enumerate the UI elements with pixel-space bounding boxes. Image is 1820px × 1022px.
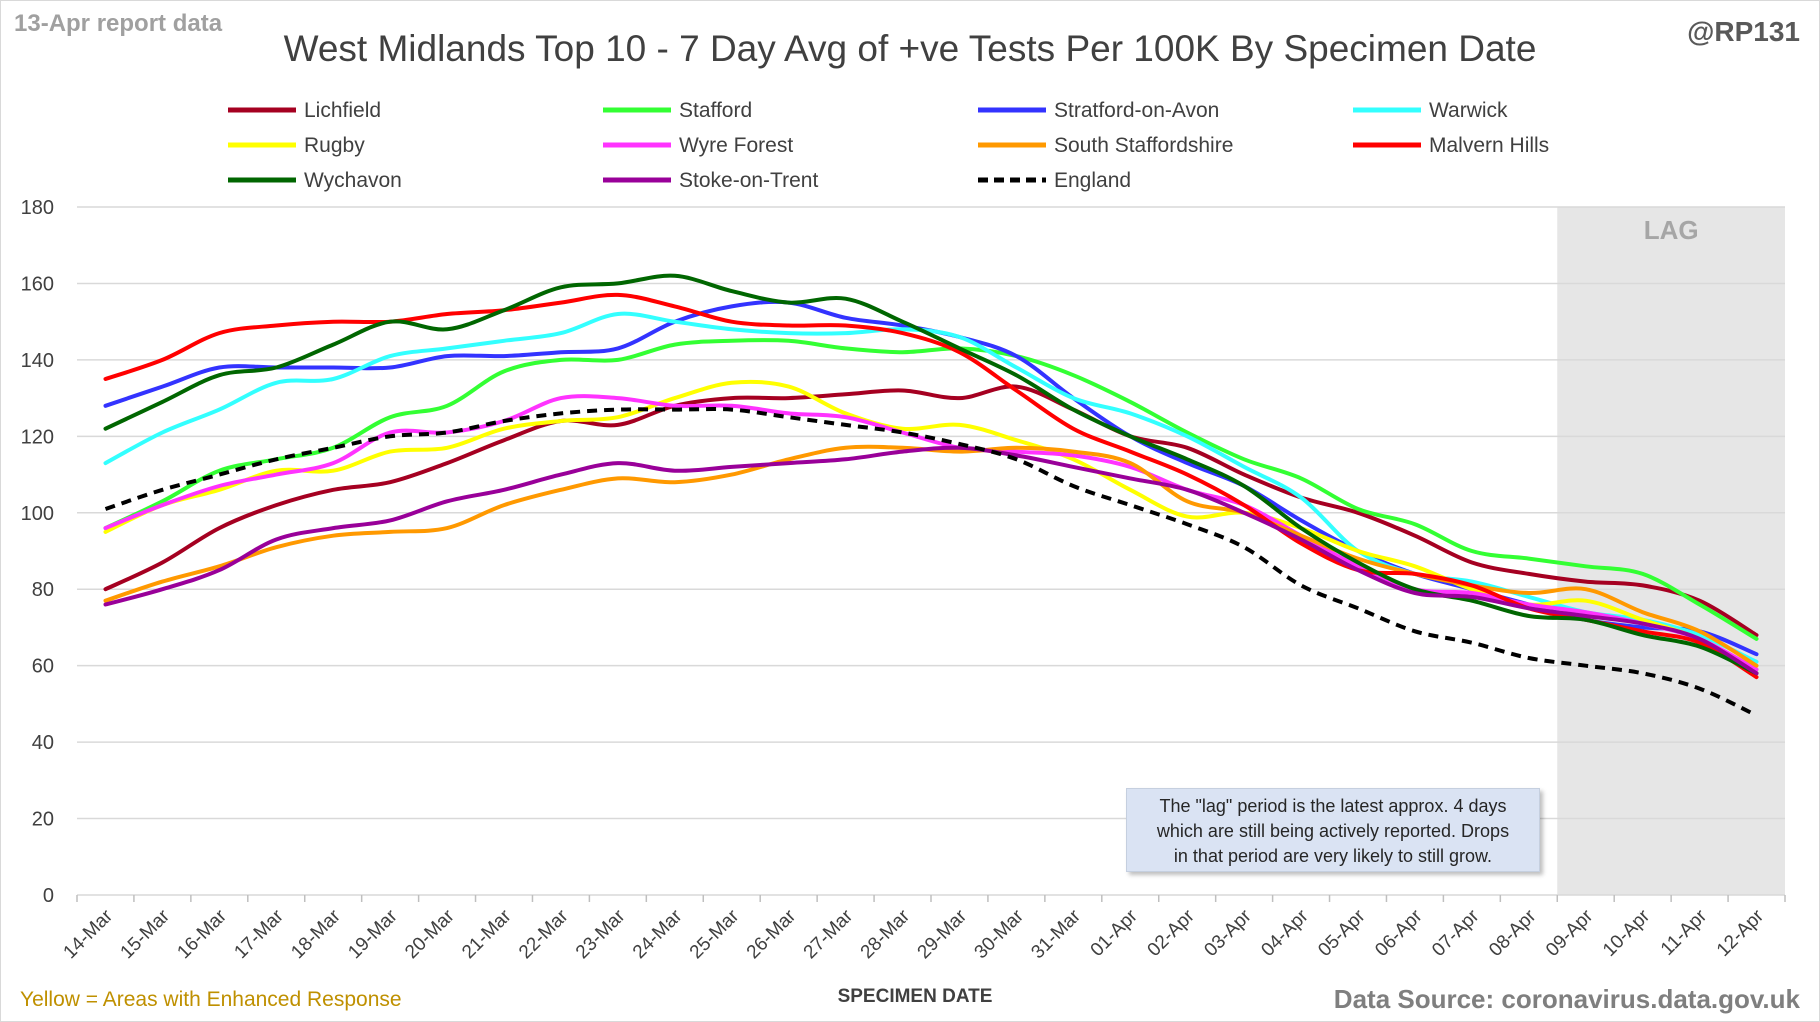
x-tick-label: 18-Mar bbox=[287, 905, 345, 963]
x-tick-label: 29-Mar bbox=[914, 905, 972, 963]
chart-title: West Midlands Top 10 - 7 Day Avg of +ve … bbox=[283, 28, 1537, 69]
x-tick-label: 23-Mar bbox=[572, 905, 630, 963]
legend-label-wychavon: Wychavon bbox=[304, 169, 402, 192]
lag-label: LAG bbox=[1644, 215, 1699, 245]
x-tick-label: 03-Apr bbox=[1200, 905, 1256, 961]
series-line-wychavon bbox=[103, 273, 1759, 676]
lag-region bbox=[1557, 207, 1785, 895]
series-line-warwick bbox=[103, 311, 1759, 664]
x-tick-label: 02-Apr bbox=[1144, 905, 1200, 961]
x-tick-label: 22-Mar bbox=[515, 905, 573, 963]
x-tick-label: 31-Mar bbox=[1027, 905, 1085, 963]
x-tick-label: 12-Apr bbox=[1713, 905, 1769, 961]
y-tick-label: 40 bbox=[32, 732, 54, 754]
x-tick-label: 24-Mar bbox=[629, 905, 687, 963]
x-tick-label: 30-Mar bbox=[971, 905, 1029, 963]
legend-label-rugby: Rugby bbox=[304, 134, 365, 157]
series-line-stoke-on-trent bbox=[103, 445, 1759, 676]
y-tick-label: 100 bbox=[21, 503, 54, 525]
lag-note-line: in that period are very likely to still … bbox=[1173, 846, 1493, 866]
x-tick-label: 09-Apr bbox=[1542, 905, 1598, 961]
y-axis-ticks: 0 20 40 60 80 100 120 140 160 180 bbox=[21, 197, 54, 907]
x-tick-label: 15-Mar bbox=[117, 905, 175, 963]
legend-label-south-staffordshire: South Staffordshire bbox=[1054, 134, 1233, 157]
series-line-stafford bbox=[103, 338, 1759, 641]
x-tick-label: 28-Mar bbox=[857, 905, 915, 963]
legend-label-warwick: Warwick bbox=[1429, 99, 1508, 122]
x-tick-label: 27-Mar bbox=[800, 905, 858, 963]
y-tick-label: 0 bbox=[43, 885, 54, 907]
enhanced-response-note: Yellow = Areas with Enhanced Response bbox=[20, 988, 402, 1011]
legend-label-stratford-on-avon: Stratford-on-Avon bbox=[1054, 99, 1219, 122]
data-source: Data Source: coronavirus.data.gov.uk bbox=[1333, 984, 1800, 1014]
legend-label-wyre-forest: Wyre Forest bbox=[679, 134, 793, 157]
y-tick-label: 160 bbox=[21, 273, 54, 295]
x-tick-label: 14-Mar bbox=[60, 905, 118, 963]
author-handle: @RP131 bbox=[1687, 16, 1800, 47]
x-tick-label: 21-Mar bbox=[458, 905, 516, 963]
x-tick-label: 19-Mar bbox=[344, 905, 402, 963]
legend-label-stafford: Stafford bbox=[679, 99, 752, 122]
x-tick-label: 01-Apr bbox=[1087, 905, 1143, 961]
series-line-rugby bbox=[103, 379, 1759, 672]
lag-note-line: which are still being actively reported.… bbox=[1156, 821, 1510, 841]
series-line-england bbox=[104, 407, 1758, 718]
x-tick-label: 10-Apr bbox=[1599, 905, 1655, 961]
legend-label-england: England bbox=[1054, 169, 1131, 192]
y-tick-label: 60 bbox=[32, 656, 54, 678]
lag-note-line: The "lag" period is the latest approx. 4… bbox=[1159, 796, 1507, 816]
x-tick-label: 11-Apr bbox=[1657, 905, 1712, 960]
y-tick-label: 120 bbox=[21, 426, 54, 448]
y-tick-label: 180 bbox=[21, 197, 54, 219]
legend-label-stoke-on-trent: Stoke-on-Trent bbox=[679, 169, 818, 192]
x-tick-label: 26-Mar bbox=[743, 905, 801, 963]
x-tick-label: 08-Apr bbox=[1485, 905, 1541, 961]
x-tick-label: 17-Mar bbox=[230, 905, 288, 963]
x-axis-label: SPECIMEN DATE bbox=[838, 986, 993, 1007]
x-tick-label: 25-Mar bbox=[686, 905, 744, 963]
lag-note: The "lag" period is the latest approx. 4… bbox=[1126, 788, 1540, 872]
x-tick-label: 16-Mar bbox=[173, 905, 231, 963]
series-lines bbox=[103, 273, 1759, 718]
series-line-wyre-forest bbox=[103, 394, 1759, 672]
x-tick-label: 04-Apr bbox=[1257, 905, 1313, 961]
legend-label-malvern-hills: Malvern Hills bbox=[1429, 134, 1549, 157]
legend: Lichfield Stafford Stratford-on-Avon Warwic… bbox=[228, 99, 1549, 192]
x-tick-label: 06-Apr bbox=[1371, 905, 1427, 961]
y-tick-label: 20 bbox=[32, 809, 54, 831]
x-tick-label: 05-Apr bbox=[1314, 905, 1370, 961]
series-line-lichfield bbox=[103, 384, 1759, 638]
y-tick-label: 140 bbox=[21, 350, 54, 372]
report-date-label: 13-Apr report data bbox=[14, 10, 223, 37]
x-tick-label: 07-Apr bbox=[1428, 905, 1484, 961]
x-tick-label: 20-Mar bbox=[401, 905, 459, 963]
x-axis-ticks: 14-Mar 15-Mar 16-Mar 17-Mar 18-Mar 19-Mar 20-M… bbox=[60, 895, 1786, 963]
y-tick-label: 80 bbox=[32, 579, 54, 601]
legend-label-lichfield: Lichfield bbox=[304, 99, 381, 122]
